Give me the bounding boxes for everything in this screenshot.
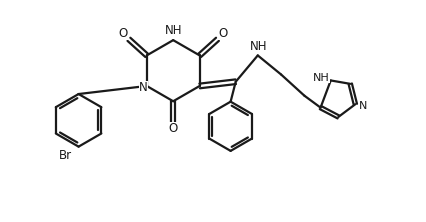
Text: N: N	[138, 81, 147, 94]
Text: NH: NH	[249, 40, 267, 54]
Text: O: O	[168, 122, 177, 135]
Text: N: N	[358, 101, 366, 111]
Text: O: O	[118, 27, 128, 40]
Text: Br: Br	[59, 149, 72, 163]
Text: NH: NH	[165, 24, 182, 37]
Text: NH: NH	[312, 73, 329, 83]
Text: O: O	[218, 27, 227, 40]
